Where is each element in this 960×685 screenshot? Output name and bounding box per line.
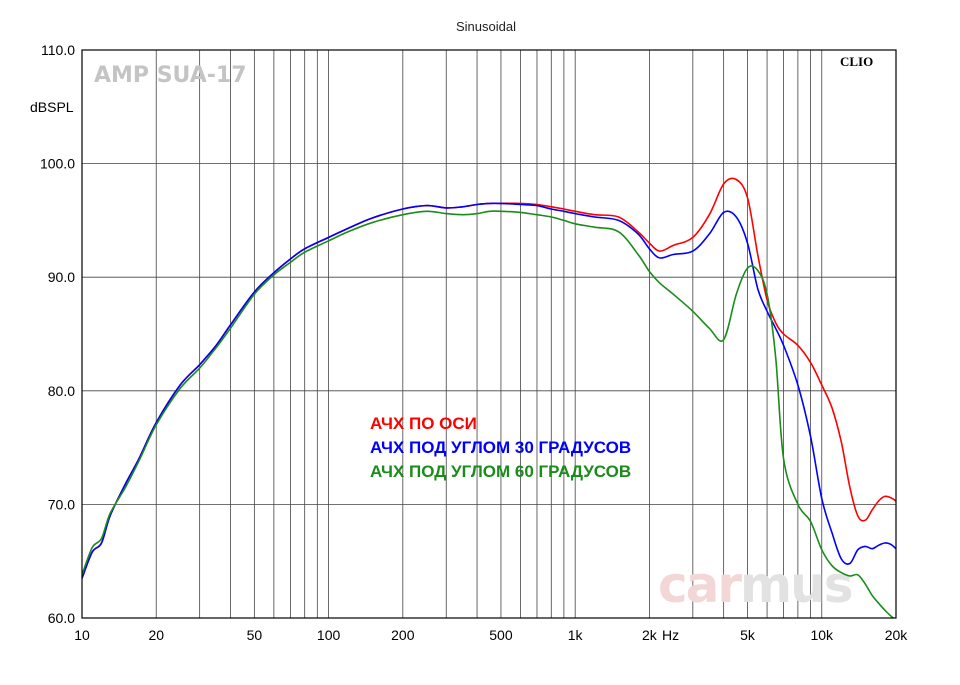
y-tick-label: 60.0 — [48, 610, 75, 626]
x-tick-label: 200 — [391, 627, 415, 643]
chart-title: Sinusoidal — [456, 19, 516, 34]
x-axis-unit: Hz — [662, 627, 679, 643]
y-tick-label: 70.0 — [48, 496, 75, 512]
x-tick-label: 500 — [489, 627, 513, 643]
series-line-3 — [82, 210, 895, 618]
x-tick-label: 2k — [642, 627, 658, 643]
watermark: carmus — [658, 556, 854, 614]
x-tick-label: 10k — [810, 627, 834, 643]
x-tick-label: 20k — [885, 627, 909, 643]
legend-entry: АЧХ ПОД УГЛОМ 60 ГРАДУСОВ — [370, 462, 631, 481]
svg-text:carmus: carmus — [658, 556, 852, 614]
grid-lines — [82, 50, 896, 618]
y-tick-label: 80.0 — [48, 383, 75, 399]
y-tick-labels: 60.0 70.0 80.0 90.0 100.0 110.0 — [40, 42, 75, 626]
model-label: AMP SUA-17 — [94, 63, 247, 88]
legend-entry: АЧХ ПО ОСИ — [370, 414, 477, 433]
y-axis-label: dBSPL — [30, 99, 74, 115]
curves — [82, 177, 896, 618]
x-tick-label: 1k — [568, 627, 584, 643]
x-tick-label: 50 — [247, 627, 263, 643]
x-tick-label: 5k — [740, 627, 756, 643]
y-tick-label: 100.0 — [40, 156, 75, 172]
x-tick-label: 100 — [317, 627, 341, 643]
x-tick-labels: 10 20 50 100 200 500 1k 2k 5k 10k 20k — [74, 627, 908, 643]
y-tick-label: 110.0 — [41, 42, 75, 58]
plot-border — [81, 49, 897, 619]
watermark-car: car — [658, 556, 742, 614]
legend: АЧХ ПО ОСИ АЧХ ПОД УГЛОМ 30 ГРАДУСОВ АЧХ П… — [370, 414, 631, 481]
legend-entry: АЧХ ПОД УГЛОМ 30 ГРАДУСОВ — [370, 438, 631, 457]
brand-label: CLIO — [840, 54, 873, 69]
series-line-2 — [82, 202, 896, 579]
x-tick-label: 20 — [148, 627, 164, 643]
y-tick-label: 90.0 — [48, 269, 75, 285]
x-tick-label: 10 — [74, 627, 90, 643]
watermark-mus: mus — [740, 556, 852, 614]
